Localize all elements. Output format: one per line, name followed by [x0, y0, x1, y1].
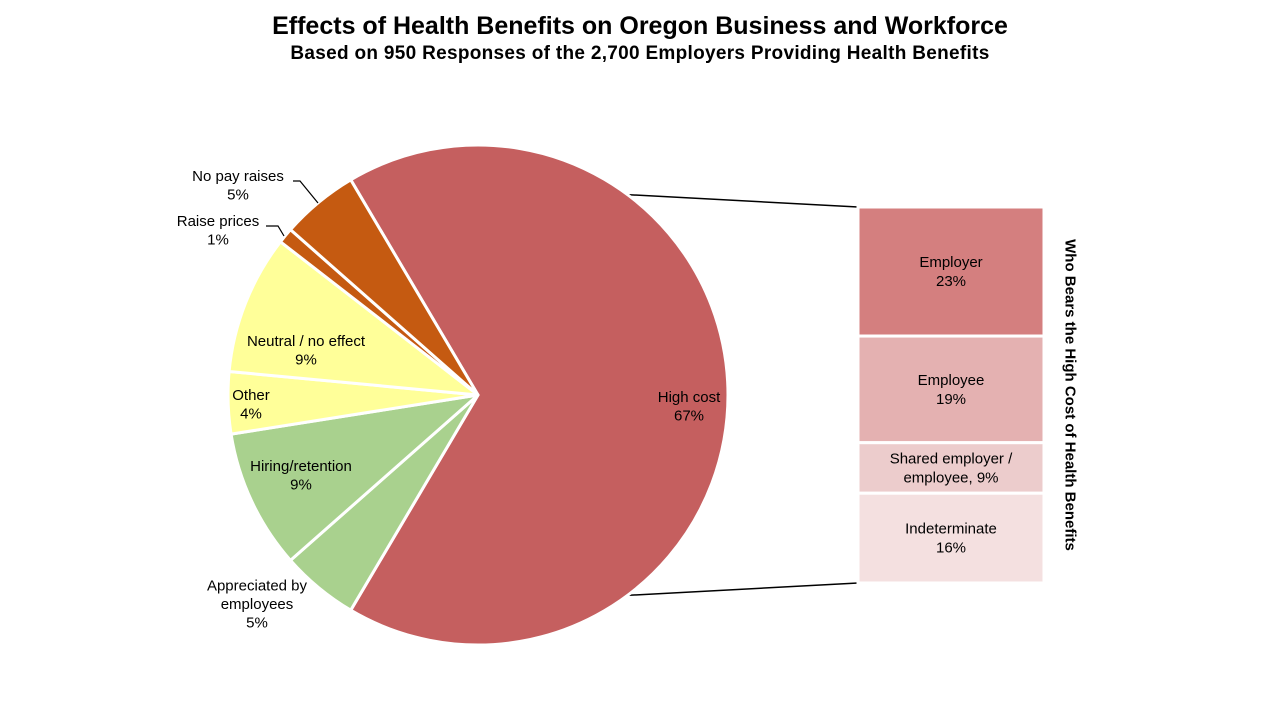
pie-label-appreciated: Appreciated by employees 5% — [207, 578, 308, 632]
chart-title: Effects of Health Benefits on Oregon Bus… — [272, 12, 1008, 40]
leader-line-raise-prices — [266, 225, 285, 237]
pie-slice-neutral — [227, 240, 480, 397]
pie-label-neutral: Neutral / no effect 9% — [247, 333, 366, 369]
chart-subtitle: Based on 950 Responses of the 2,700 Empl… — [290, 43, 990, 64]
bar-label-employee: Employee 19% — [918, 372, 985, 408]
pie-label-no-pay-raises: No pay raises 5% — [192, 168, 284, 204]
pie-slice-hiring — [229, 393, 480, 562]
leader-line-no-pay-raises — [293, 180, 319, 204]
bar-segment-employee — [856, 334, 1046, 445]
pie-slice-no-pay-raises — [288, 178, 480, 397]
bar-segment-employer — [856, 205, 1046, 338]
bar-label-shared: Shared employer / employee, 9% — [890, 450, 1013, 486]
breakdown-title: Who Bears the High Cost of Health Benefi… — [1061, 239, 1079, 551]
pie-label-other: Other 4% — [232, 387, 270, 423]
pie-slice-high-cost — [349, 143, 730, 647]
bar-segment-shared — [856, 441, 1046, 495]
pie-label-high-cost: High cost 67% — [658, 389, 721, 425]
pie-label-raise-prices: Raise prices 1% — [177, 213, 260, 249]
pie-label-hiring: Hiring/retention 9% — [250, 458, 352, 494]
bar-segment-indeterminate — [856, 491, 1046, 585]
bar-label-employer: Employer 23% — [919, 254, 982, 290]
bar-label-indeterminate: Indeterminate 16% — [905, 521, 997, 557]
